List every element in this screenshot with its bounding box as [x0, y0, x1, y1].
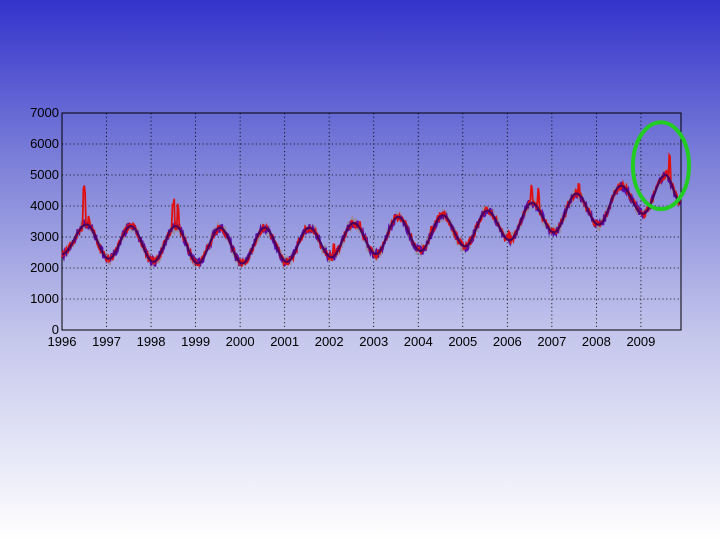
x-tick-label: 2007: [537, 334, 566, 349]
x-tick-label: 1996: [48, 334, 77, 349]
x-tick-label: 1999: [181, 334, 210, 349]
highlight-ellipse: [630, 120, 692, 212]
x-tick-label: 2003: [359, 334, 388, 349]
y-tick-label: 6000: [30, 136, 59, 151]
y-tick-label: 3000: [30, 229, 59, 244]
y-tick-label: 5000: [30, 167, 59, 182]
x-tick-label: 2002: [315, 334, 344, 349]
x-tick-label: 1997: [92, 334, 121, 349]
x-tick-label: 2005: [448, 334, 477, 349]
y-tick-label: 7000: [30, 105, 59, 120]
y-tick-label: 2000: [30, 260, 59, 275]
x-tick-label: 2001: [270, 334, 299, 349]
x-tick-label: 2006: [493, 334, 522, 349]
y-tick-label: 1000: [30, 291, 59, 306]
x-tick-label: 2009: [626, 334, 655, 349]
x-tick-label: 1998: [137, 334, 166, 349]
x-tick-label: 2004: [404, 334, 433, 349]
x-tick-label: 2000: [226, 334, 255, 349]
smooth-fit-line: [61, 173, 681, 265]
x-tick-label: 2008: [582, 334, 611, 349]
plot-area: [61, 112, 682, 331]
y-tick-label: 4000: [30, 198, 59, 213]
y-tick-label: 0: [52, 322, 59, 337]
